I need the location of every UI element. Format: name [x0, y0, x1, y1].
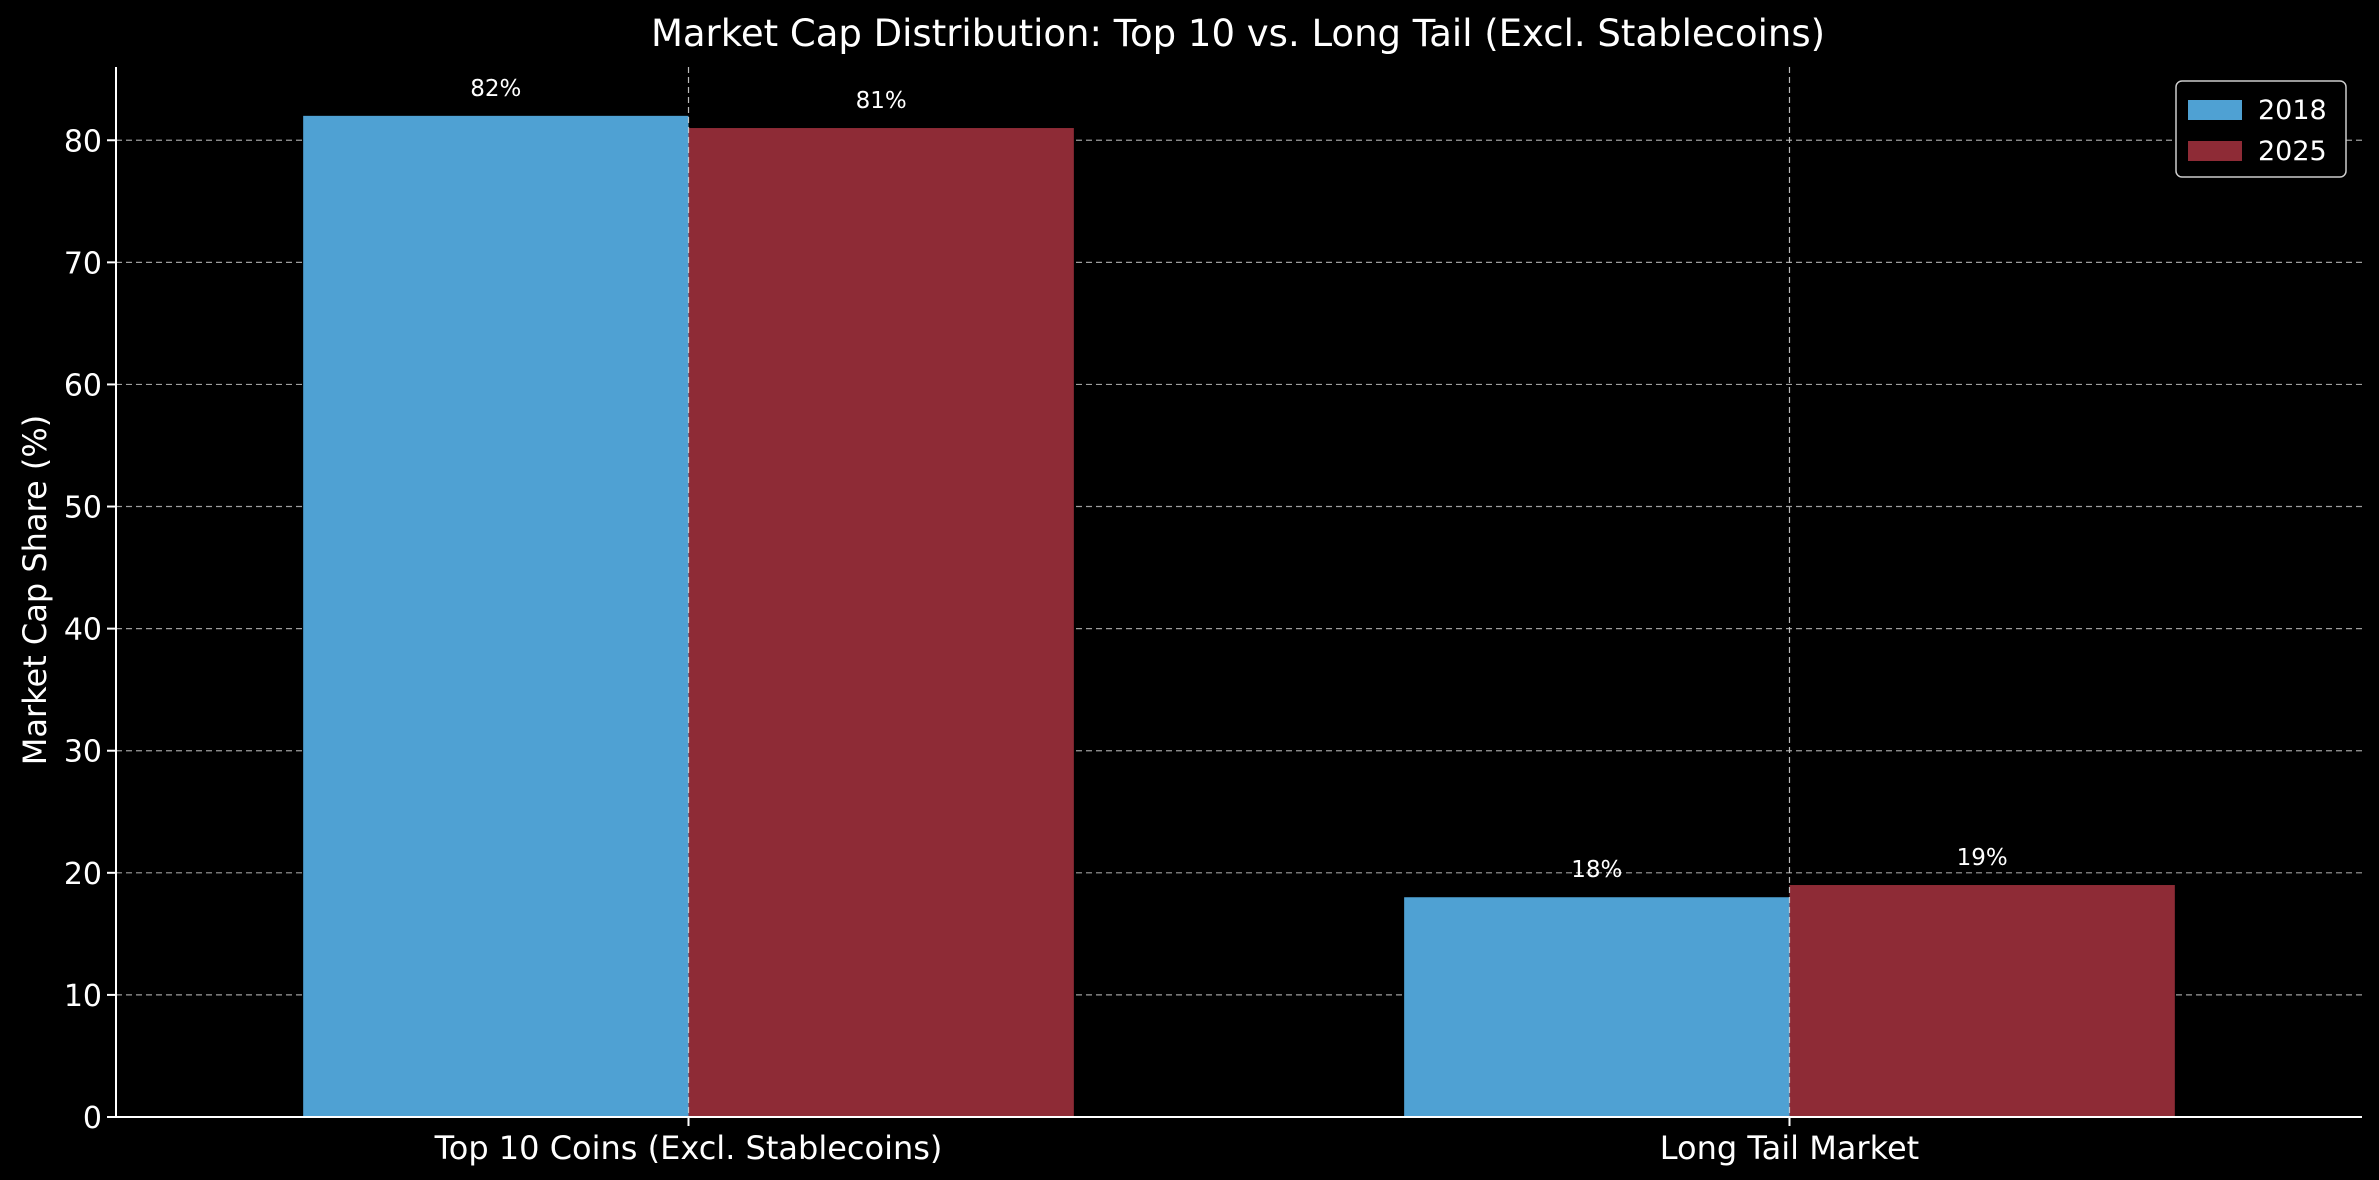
chart-title: Market Cap Distribution: Top 10 vs. Long… — [651, 12, 1825, 55]
vertical-grid-layer — [687, 67, 1791, 1117]
data-label: 82% — [470, 76, 521, 102]
x-tick-label: Top 10 Coins (Excl. Stablecoins) — [434, 1129, 943, 1167]
legend-swatch-2018 — [2188, 100, 2242, 120]
axes-layer: 0 10 20 30 40 50 60 70 80 Top 10 Coins (Excl. Sta… — [64, 67, 2362, 1167]
data-labels-layer: 82% 18% 81% 19% — [470, 76, 2007, 883]
data-label: 18% — [1571, 857, 1622, 883]
legend-label: 2025 — [2258, 136, 2327, 167]
bar-2025-0 — [688, 128, 1074, 1117]
legend: 2018 2025 — [2175, 80, 2347, 178]
bar-2018-0 — [303, 115, 689, 1117]
legend-swatch-2025 — [2188, 141, 2242, 161]
y-tick-label: 40 — [64, 613, 102, 648]
y-tick-label: 50 — [64, 491, 102, 526]
bar-2018-1 — [1404, 897, 1790, 1117]
y-axis-label: Market Cap Share (%) — [16, 415, 54, 766]
bar-2025-1 — [1789, 885, 2175, 1117]
y-tick-label: 0 — [83, 1101, 102, 1136]
y-tick-label: 80 — [64, 124, 102, 159]
y-tick-label: 20 — [64, 857, 102, 892]
y-tick-label: 60 — [64, 368, 102, 403]
y-tick-label: 70 — [64, 246, 102, 281]
bars-layer — [303, 115, 2175, 1117]
data-label: 19% — [1957, 845, 2008, 871]
data-label: 81% — [856, 88, 907, 114]
legend-label: 2018 — [2258, 95, 2327, 126]
y-tick-label: 10 — [64, 979, 102, 1014]
y-tick-label: 30 — [64, 735, 102, 770]
x-tick-label: Long Tail Market — [1660, 1129, 1919, 1167]
